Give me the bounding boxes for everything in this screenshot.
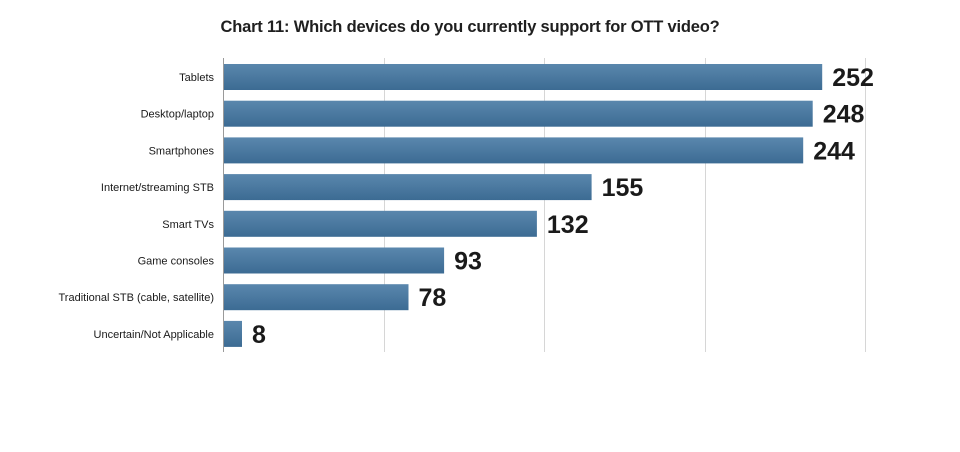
gridlines bbox=[223, 58, 866, 352]
category-label: Smartphones bbox=[149, 145, 215, 157]
category-label: Smart TVs bbox=[162, 219, 214, 231]
category-label: Uncertain/Not Applicable bbox=[94, 329, 214, 341]
category-label: Tablets bbox=[179, 72, 214, 84]
data-label: 252 bbox=[832, 64, 874, 92]
labels: Tablets 252 Desktop/laptop 248 Smartphones 24… bbox=[59, 64, 874, 349]
data-label: 93 bbox=[454, 248, 482, 276]
bar bbox=[224, 137, 804, 164]
bar bbox=[224, 174, 592, 201]
category-label: Desktop/laptop bbox=[141, 109, 214, 121]
category-label: Internet/streaming STB bbox=[101, 182, 214, 194]
data-label: 244 bbox=[813, 137, 855, 165]
bar bbox=[224, 64, 823, 90]
category-label: Game consoles bbox=[138, 256, 215, 268]
data-label: 8 bbox=[252, 321, 266, 349]
bar bbox=[224, 284, 409, 311]
category-label: Traditional STB (cable, satellite) bbox=[59, 292, 215, 304]
bar bbox=[224, 100, 813, 127]
bars bbox=[224, 64, 823, 347]
data-label: 155 bbox=[602, 174, 644, 202]
data-label: 248 bbox=[823, 101, 865, 129]
bar bbox=[224, 210, 537, 237]
data-label: 78 bbox=[419, 284, 447, 312]
chart-title: Chart 11: Which devices do you currently… bbox=[220, 18, 720, 36]
data-label: 132 bbox=[547, 211, 589, 239]
bar bbox=[224, 320, 242, 347]
bar bbox=[224, 247, 445, 274]
